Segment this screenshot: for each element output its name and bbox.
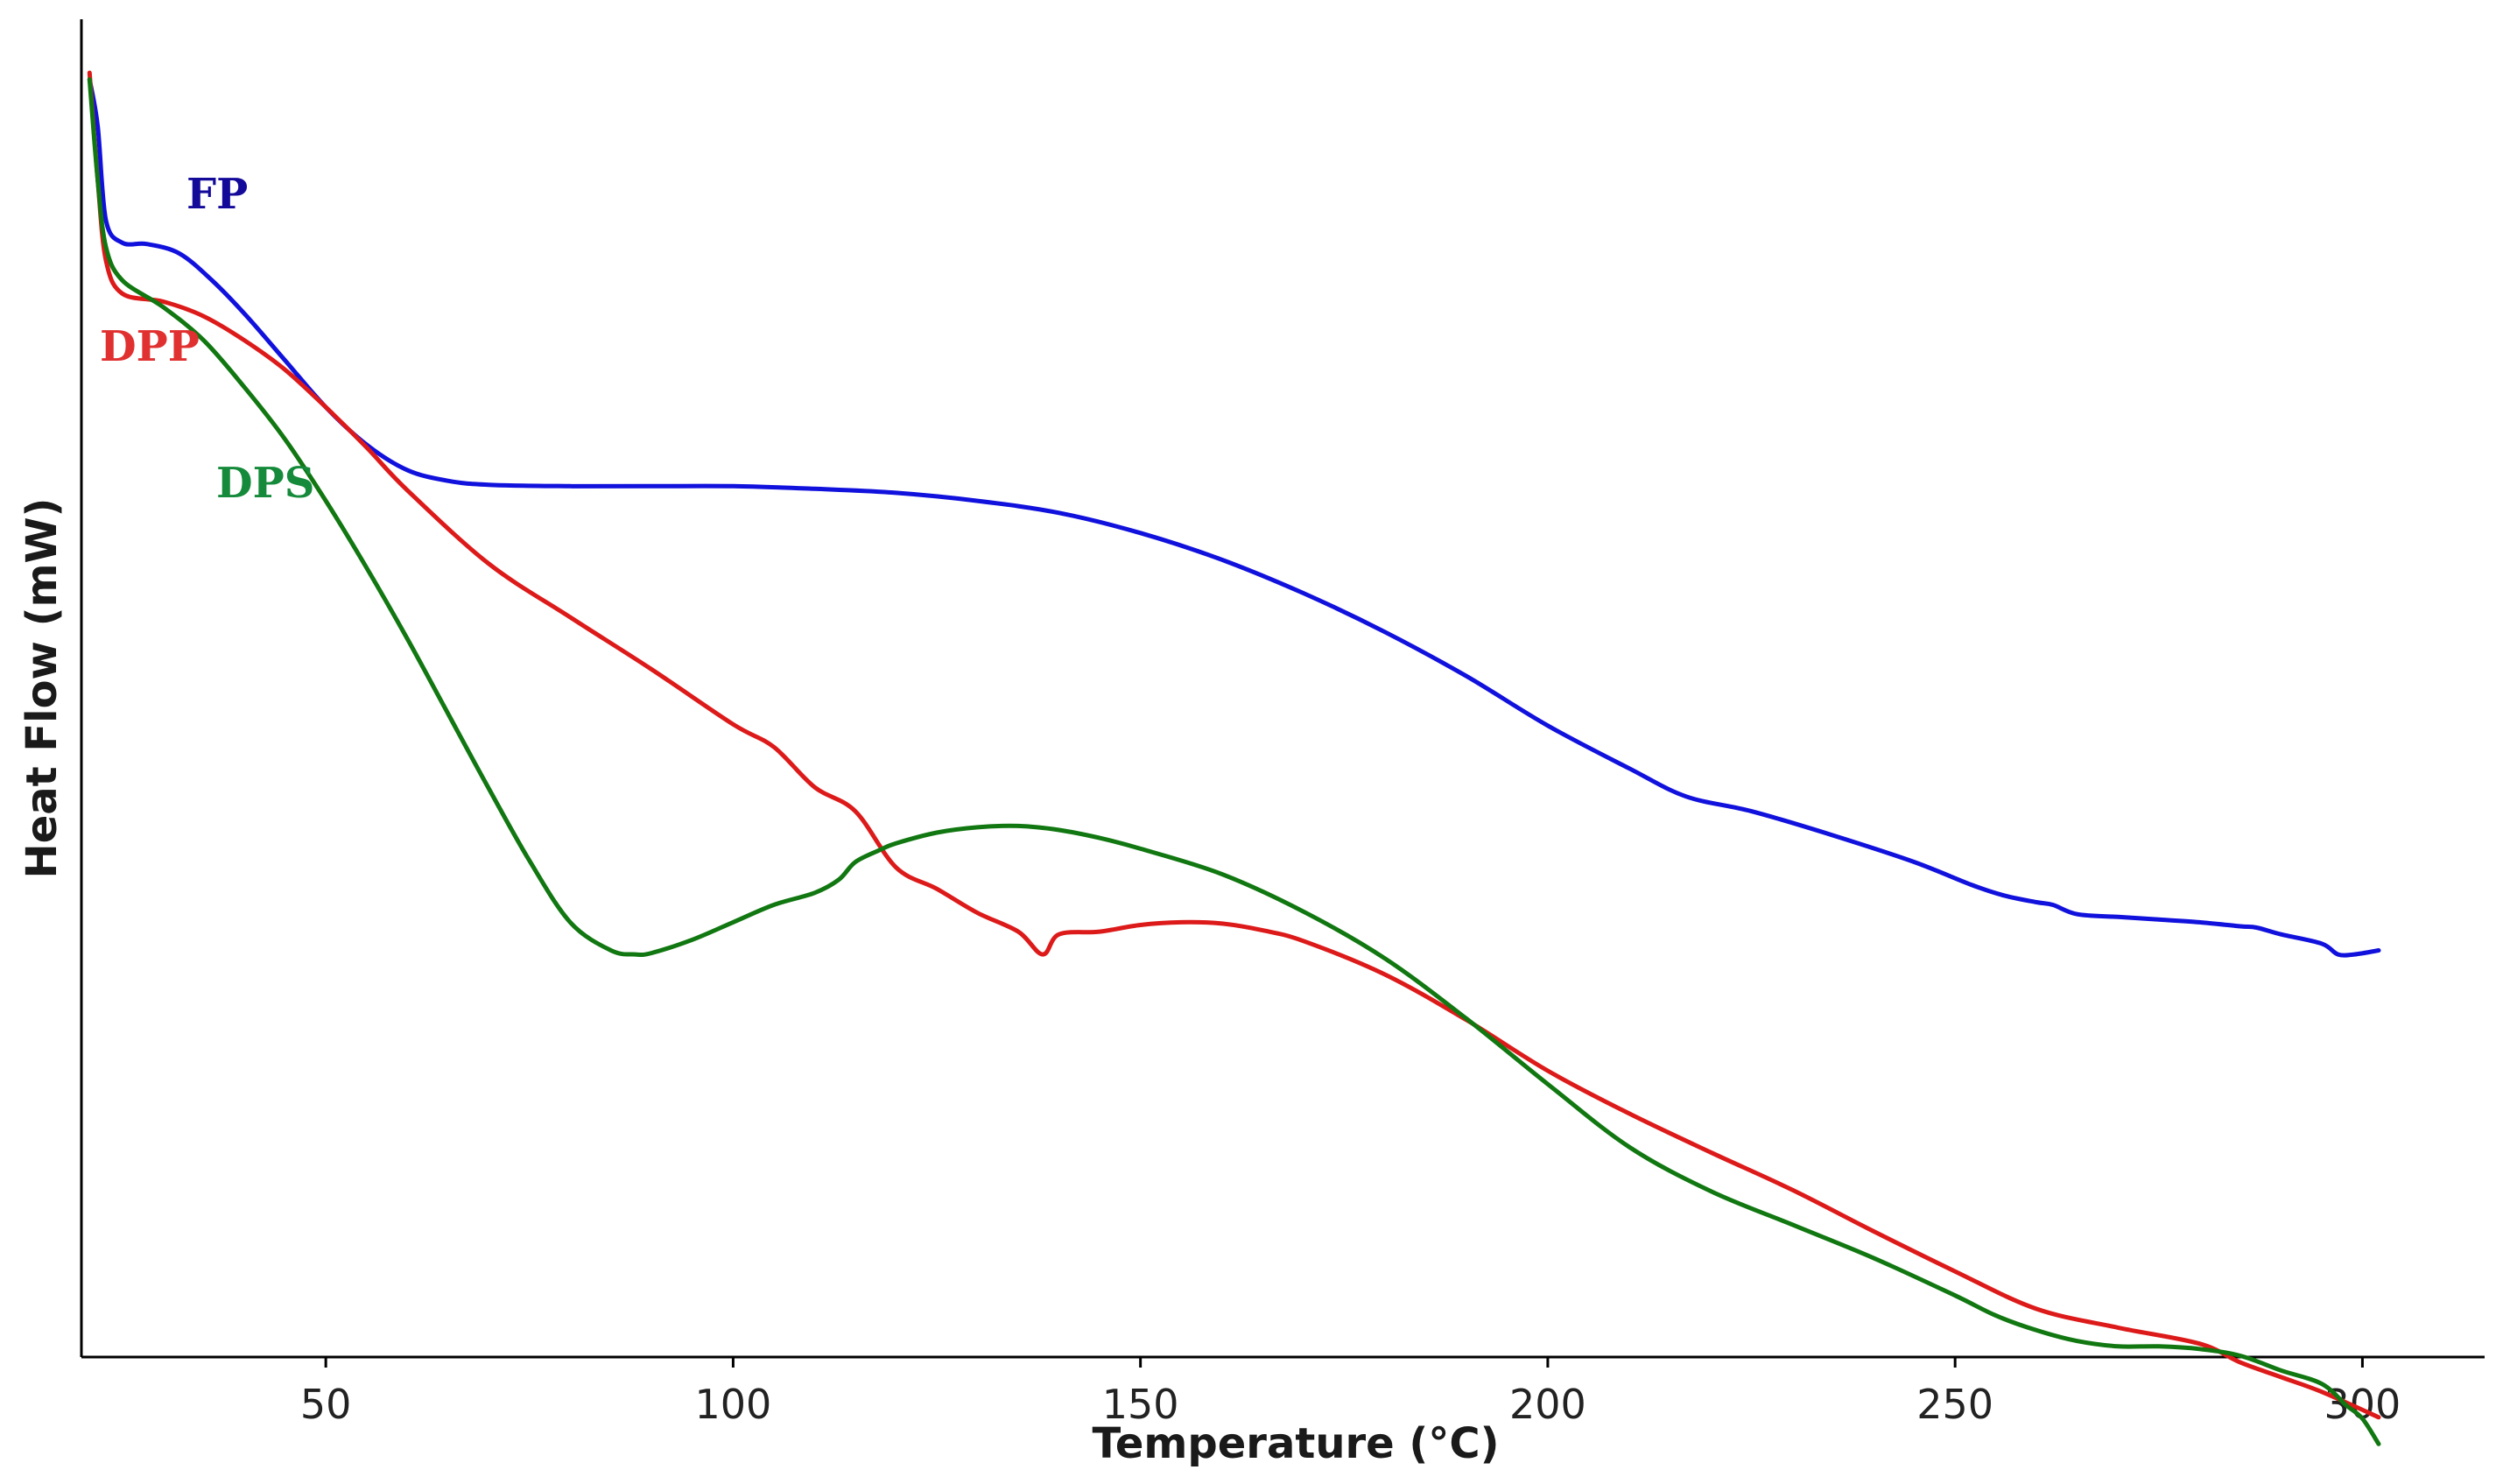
- series-line-dpp: [87, 70, 2381, 1420]
- series-line-dps: [87, 77, 2381, 1446]
- x-tick-label: 50: [300, 1381, 352, 1428]
- chart-series: [87, 70, 2381, 1446]
- series-label-dps: DPS: [216, 459, 314, 508]
- x-tick-label: 100: [695, 1381, 772, 1428]
- x-axis-ticks: 50 100 150 200 250 300: [300, 1357, 2401, 1428]
- series-label-dpp: DPP: [100, 322, 200, 371]
- series-labels: FP DPP DPS: [100, 170, 314, 508]
- chart-axes: [80, 19, 2485, 1359]
- x-tick-label: 150: [1102, 1381, 1179, 1428]
- x-axis-title: Temperature (°C): [1092, 1419, 1499, 1468]
- x-tick-label: 200: [1509, 1381, 1586, 1428]
- x-tick-label: 250: [1916, 1381, 1993, 1428]
- series-line-fp: [87, 77, 2381, 958]
- series-label-fp: FP: [186, 170, 248, 219]
- y-axis-title: Heat Flow (mW): [18, 498, 67, 879]
